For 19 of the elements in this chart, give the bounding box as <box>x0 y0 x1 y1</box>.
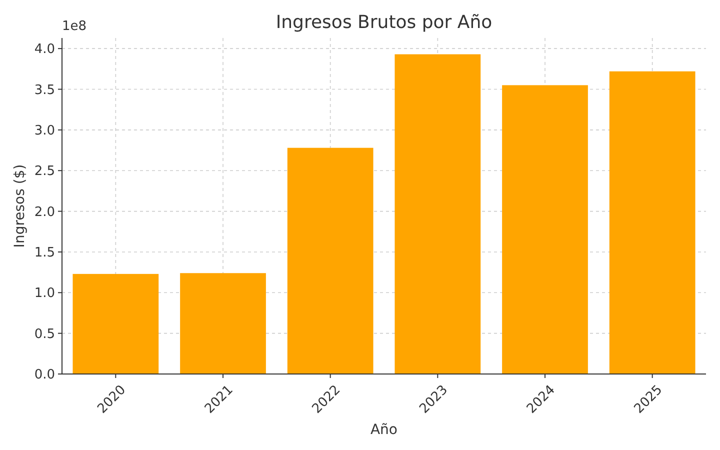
text: 1e8 <box>62 19 87 34</box>
y-tick-label: 4.0 <box>34 42 55 58</box>
bar <box>180 273 266 374</box>
y-tick-label: 2.0 <box>34 204 55 220</box>
y-tick-label: 1.0 <box>34 286 55 302</box>
x-axis-title: Año <box>370 422 398 438</box>
bar <box>287 148 374 374</box>
y-tick-label: 3.0 <box>34 123 55 138</box>
bar <box>502 85 588 374</box>
y-tick-label: 3.5 <box>34 82 55 98</box>
y-tick-label: 1.5 <box>34 246 55 261</box>
y-tick-label: 0.5 <box>34 326 55 342</box>
bar <box>72 274 159 374</box>
bar <box>609 71 696 374</box>
y-tick-label: 2.5 <box>34 164 55 180</box>
chart-title: Ingresos Brutos por Año <box>276 12 492 33</box>
y-axis-title: Ingresos ($) <box>12 164 28 248</box>
bar <box>394 54 481 374</box>
y-tick-label: 0.0 <box>34 368 55 383</box>
